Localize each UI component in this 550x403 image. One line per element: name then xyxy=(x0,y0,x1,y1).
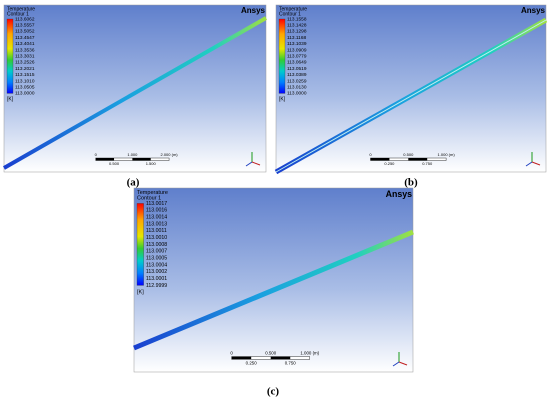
scale-label: 1.000 (m) xyxy=(438,152,456,157)
legend-label: 113.0259 xyxy=(287,78,307,84)
legend-label: 113.5557 xyxy=(15,22,35,28)
triad-axis xyxy=(392,361,400,367)
scale-bar-segment xyxy=(231,356,252,360)
beam-core xyxy=(275,19,547,173)
legend-title: Temperature xyxy=(137,190,168,196)
beam xyxy=(3,16,267,170)
brand: Ansys xyxy=(241,6,266,15)
legend-label: 113.0010 xyxy=(146,235,167,241)
triad-axis xyxy=(531,161,541,166)
scale-label: 0.500 xyxy=(109,161,120,166)
legend-label: 113.5052 xyxy=(15,29,35,35)
scale-label: 0.250 xyxy=(384,161,395,166)
legend-label: 113.2526 xyxy=(15,60,35,66)
legend-label: 113.1168 xyxy=(287,35,306,41)
legend-label: 113.1039 xyxy=(287,41,307,47)
legend-subtitle: Contour 1 xyxy=(279,11,301,17)
beam xyxy=(133,229,414,351)
legend-label: 113.1428 xyxy=(287,22,307,28)
legend-label: 113.0017 xyxy=(146,201,167,207)
unit-label: [K] xyxy=(7,97,14,103)
legend-label: 113.0016 xyxy=(146,208,167,214)
scale-label: 1.000 xyxy=(127,152,138,157)
legend-label: 113.0001 xyxy=(146,276,167,282)
scale-bar-segment xyxy=(95,158,115,161)
scale-label: 0.500 xyxy=(265,350,277,355)
legend-label: 113.0909 xyxy=(287,47,307,53)
scale-bar-segment xyxy=(132,158,151,161)
scale-label: 0.500 xyxy=(403,152,414,157)
scale-label: 0 xyxy=(230,350,233,355)
legend-label: 113.0000 xyxy=(15,91,35,97)
scale-label: 2.000 (m) xyxy=(160,152,178,157)
scale-label: 1.500 xyxy=(146,161,157,166)
legend-label: 113.4547 xyxy=(15,35,35,41)
legend-title: Temperature xyxy=(279,6,307,12)
legend-subtitle: Contour 1 xyxy=(7,11,29,17)
legend-label: 113.1010 xyxy=(15,78,35,84)
scale-label: 1.000 (m) xyxy=(300,350,319,355)
scale-bar-segment xyxy=(270,356,291,360)
legend-subtitle: Contour 1 xyxy=(137,195,161,201)
legend-label: 113.1298 xyxy=(287,29,307,35)
legend-label: 113.0007 xyxy=(146,249,167,255)
scale-bar-segment xyxy=(370,158,390,161)
legend-label: 113.1515 xyxy=(15,72,35,78)
color-bar xyxy=(6,18,14,94)
scale-label: 0.250 xyxy=(246,360,258,365)
legend-label: 113.1558 xyxy=(287,16,307,22)
triad-axis xyxy=(398,361,408,366)
legend-label: 113.0519 xyxy=(287,66,307,72)
legend-label: 113.0505 xyxy=(15,84,35,90)
legend-label: 113.0013 xyxy=(146,221,167,227)
caption: (c) xyxy=(267,386,280,398)
triad-axis xyxy=(525,161,533,167)
legend-label: 113.0389 xyxy=(287,72,307,78)
scale-label: 0 xyxy=(369,152,372,157)
color-bar xyxy=(278,18,286,94)
legend-label: 113.0779 xyxy=(287,53,307,59)
legend-label: 113.3031 xyxy=(15,53,35,59)
brand: Ansys xyxy=(521,6,546,15)
legend-label: 113.0004 xyxy=(146,262,167,268)
scale-label: 0.750 xyxy=(285,360,297,365)
viewport-background xyxy=(133,187,414,373)
legend-label: 112.9999 xyxy=(146,283,167,289)
legend-label: 113.0649 xyxy=(287,60,307,66)
legend-label: 113.4041 xyxy=(15,41,35,47)
scale-bar-segment xyxy=(408,158,428,161)
legend-label: 113.2021 xyxy=(15,66,35,72)
legend-label: 113.6062 xyxy=(15,16,35,22)
legend-label: 113.0000 xyxy=(287,91,307,97)
color-bar xyxy=(136,203,144,286)
caption: (a) xyxy=(127,177,140,189)
legend-label: 113.0005 xyxy=(146,255,167,261)
scale-label: 0.750 xyxy=(422,161,433,166)
legend-label: 113.0008 xyxy=(146,242,167,248)
triad-axis xyxy=(245,161,253,167)
unit-label: [K] xyxy=(279,97,286,103)
legend-title: Temperature xyxy=(7,6,35,12)
brand: Ansys xyxy=(386,189,413,199)
caption: (b) xyxy=(404,177,418,189)
scale-label: 0 xyxy=(95,152,98,157)
legend-label: 113.0130 xyxy=(287,84,307,90)
legend-label: 113.0011 xyxy=(146,228,167,234)
legend-label: 113.0002 xyxy=(146,269,167,275)
triad-axis xyxy=(251,161,261,166)
legend-label: 113.3536 xyxy=(15,47,35,53)
unit-label: [K] xyxy=(137,289,144,295)
legend-label: 113.0014 xyxy=(146,214,167,220)
